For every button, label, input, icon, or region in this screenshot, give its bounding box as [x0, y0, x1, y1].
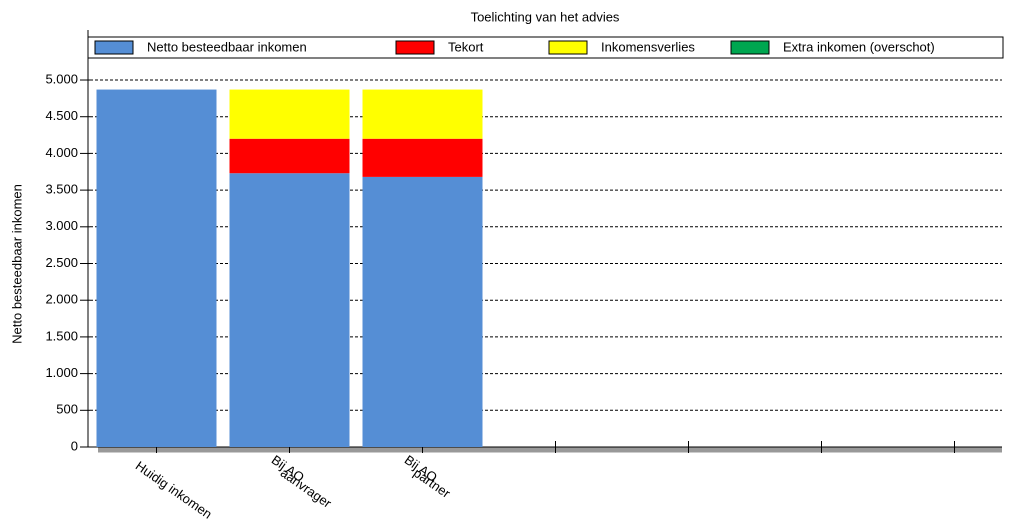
legend-swatch	[395, 40, 435, 55]
bar-segment	[362, 138, 483, 177]
bar-segment	[229, 173, 350, 448]
y-tick-label: 0	[71, 438, 78, 453]
y-tick-label: 1.500	[45, 328, 78, 343]
bar-segment	[362, 89, 483, 139]
y-tick-label: 4.500	[45, 108, 78, 123]
bar-segment	[229, 138, 350, 174]
y-tick-label: 4.000	[45, 145, 78, 160]
y-tick-label: 2.000	[45, 292, 78, 307]
y-tick-label: 5.000	[45, 71, 78, 86]
legend-label: Inkomensverlies	[601, 39, 695, 54]
y-tick-label: 500	[56, 402, 78, 417]
y-axis-label: Netto besteedbaar inkomen	[9, 184, 24, 344]
y-tick-label: 1.000	[45, 365, 78, 380]
legend-label: Tekort	[448, 39, 484, 54]
legend-swatch	[94, 40, 134, 55]
y-tick-label: 3.000	[45, 218, 78, 233]
y-tick-label: 2.500	[45, 255, 78, 270]
legend-label: Extra inkomen (overschot)	[783, 39, 935, 54]
legend-swatch	[548, 40, 588, 55]
chart-title: Toelichting van het advies	[471, 9, 620, 24]
bar-segment	[96, 89, 217, 448]
bar-segment	[229, 89, 350, 139]
y-tick-label: 3.500	[45, 182, 78, 197]
legend-swatch	[730, 40, 770, 55]
bar-segment	[362, 176, 483, 447]
legend-label: Netto besteedbaar inkomen	[147, 39, 307, 54]
